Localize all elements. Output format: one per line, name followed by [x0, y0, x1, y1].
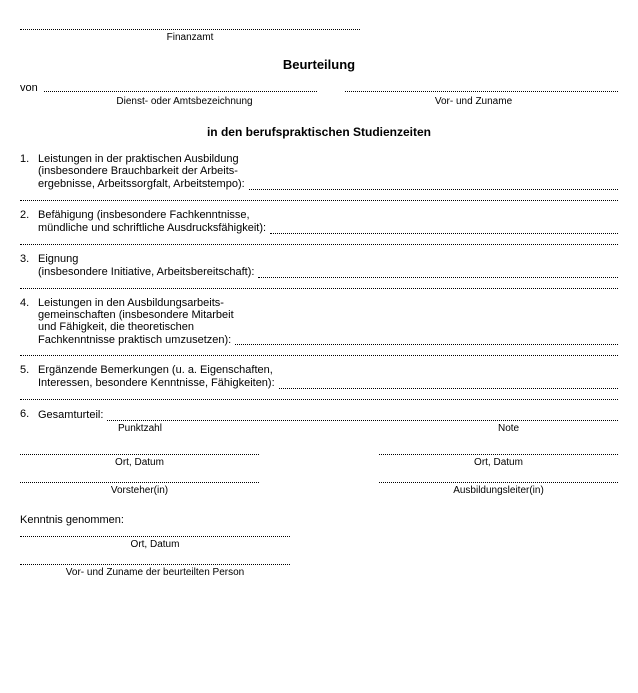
kenntnis-ort-caption: Ort, Datum [20, 539, 290, 550]
item-3-line [20, 288, 618, 289]
dienst-caption: Dienst- oder Amtsbezeichnung [20, 96, 329, 107]
item-5-fill [279, 379, 618, 389]
item-1-l3: ergebnisse, Arbeitssorgfalt, Arbeitstemp… [38, 177, 249, 192]
finanzamt-block: Finanzamt [20, 20, 360, 43]
item-2-num: 2. [20, 209, 29, 221]
item-2: 2. Befähigung (insbesondere Fachkenntnis… [20, 209, 618, 245]
item-3-l2: (insbesondere Initiative, Arbeitsbereits… [38, 265, 258, 280]
finanzamt-line [20, 20, 360, 30]
sig-ort1-caption: Ort, Datum [20, 457, 259, 468]
item-6-l1: Gesamturteil: [38, 408, 107, 423]
item-6-num: 6. [20, 408, 29, 420]
item-5-num: 5. [20, 364, 29, 376]
sig-ausbildung-line [379, 482, 618, 483]
item-4-l2: gemeinschaften (insbesondere Mitarbeit [38, 309, 618, 321]
name-caption: Vor- und Zuname [329, 96, 618, 107]
item-2-l2: mündliche und schriftliche Ausdrucksfähi… [38, 221, 270, 236]
item-2-l1: Befähigung (insbesondere Fachkenntnisse, [38, 209, 618, 221]
von-captions: Dienst- oder Amtsbezeichnung Vor- und Zu… [20, 96, 618, 107]
item-1-num: 1. [20, 153, 29, 165]
finanzamt-caption: Finanzamt [20, 32, 360, 43]
item-2-line [20, 244, 618, 245]
item-1-l2: (insbesondere Brauchbarkeit der Arbeits- [38, 165, 618, 177]
signature-block-1: Ort, Datum Ort, Datum Vorsteher(in) Ausb… [20, 454, 618, 496]
kenntnis-ort-line [20, 536, 290, 537]
item-5-l1: Ergänzende Bemerkungen (u. a. Eigenschaf… [38, 364, 618, 376]
dienst-line [44, 82, 317, 92]
kenntnis-label: Kenntnis genommen: [20, 514, 618, 526]
item-4-l3: und Fähigkeit, die theoretischen [38, 321, 618, 333]
item-4-num: 4. [20, 297, 29, 309]
item-1-line [20, 200, 618, 201]
item-1-l1: Leistungen in der praktischen Ausbildung [38, 153, 618, 165]
sig-ort1-line [20, 454, 259, 455]
item-3-fill [258, 268, 618, 278]
item-1: 1. Leistungen in der praktischen Ausbild… [20, 153, 618, 201]
item-5: 5. Ergänzende Bemerkungen (u. a. Eigensc… [20, 364, 618, 400]
item-4-fill [235, 335, 618, 345]
item-6-fill [107, 411, 618, 421]
beurteilte-caption: Vor- und Zuname der beurteilten Person [20, 567, 290, 578]
title: Beurteilung [20, 57, 618, 72]
subtitle: in den berufspraktischen Studienzeiten [20, 125, 618, 139]
sig-vorsteher-caption: Vorsteher(in) [20, 485, 259, 496]
note-caption: Note [498, 423, 618, 434]
kenntnis-ort-block: Ort, Datum [20, 536, 290, 550]
beurteilte-block: Vor- und Zuname der beurteilten Person [20, 564, 290, 578]
item-3-num: 3. [20, 253, 29, 265]
item-6-captions: Punktzahl Note [38, 423, 618, 434]
item-4-line [20, 355, 618, 356]
beurteilte-line [20, 564, 290, 565]
item-1-fill [249, 180, 618, 190]
item-5-line [20, 399, 618, 400]
von-label: von [20, 82, 44, 94]
item-6: 6. Gesamturteil: Punktzahl Note [20, 408, 618, 434]
von-row: von [20, 82, 618, 94]
sig-vorsteher-line [20, 482, 259, 483]
item-4-l4: Fachkenntnisse praktisch umzusetzen): [38, 333, 235, 348]
item-4-l1: Leistungen in den Ausbildungsarbeits- [38, 297, 618, 309]
sig-ausbildung-caption: Ausbildungsleiter(in) [379, 485, 618, 496]
name-line [345, 82, 618, 92]
item-5-l2: Interessen, besondere Kenntnisse, Fähigk… [38, 376, 279, 391]
item-4: 4. Leistungen in den Ausbildungsarbeits-… [20, 297, 618, 357]
item-3: 3. Eignung (insbesondere Initiative, Arb… [20, 253, 618, 289]
item-3-l1: Eignung [38, 253, 618, 265]
punktzahl-caption: Punktzahl [118, 423, 498, 434]
sig-ort2-caption: Ort, Datum [379, 457, 618, 468]
item-2-fill [270, 224, 618, 234]
sig-ort2-line [379, 454, 618, 455]
